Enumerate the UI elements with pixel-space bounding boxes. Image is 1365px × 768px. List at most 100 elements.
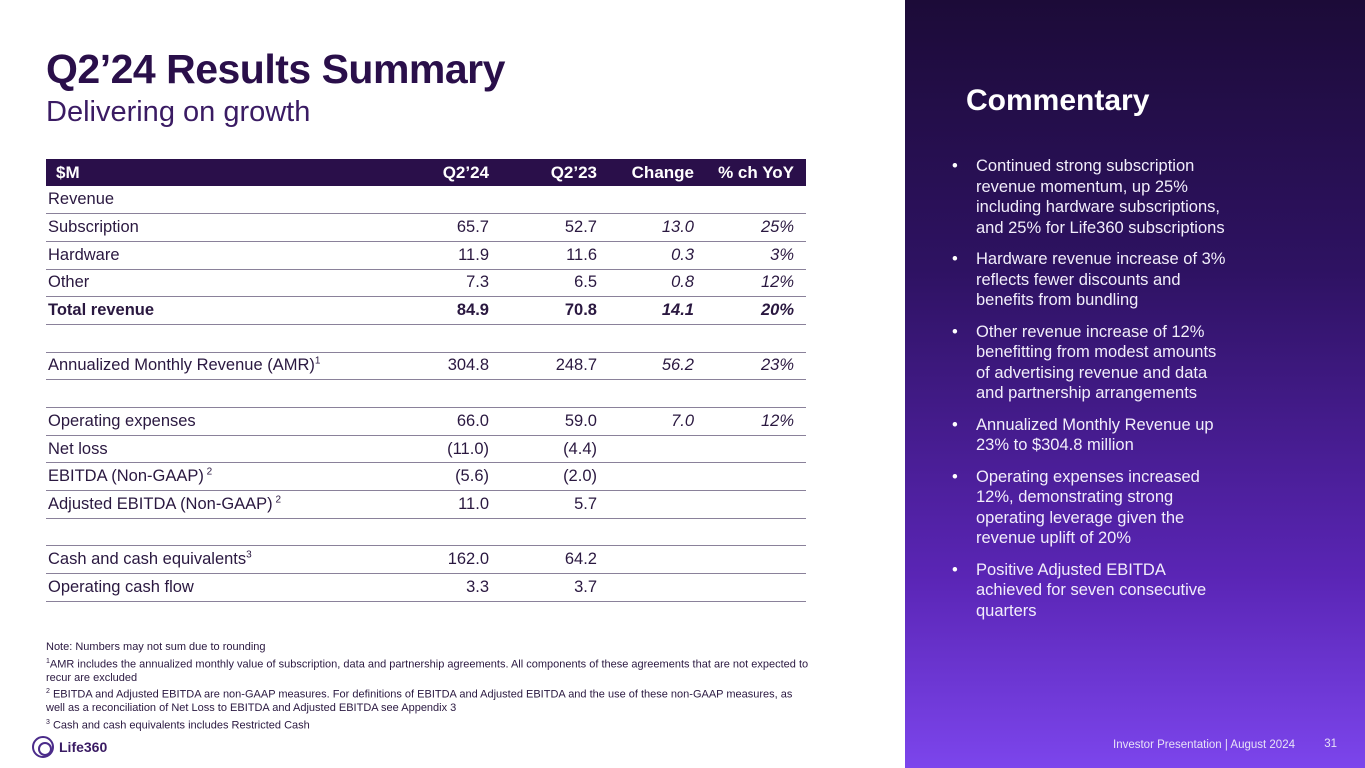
cell-pct-yoy bbox=[706, 462, 806, 492]
logo-text: Life360 bbox=[59, 739, 108, 755]
table-row: Subscription 65.7 52.7 13.0 25% bbox=[46, 213, 806, 242]
commentary-bullet: Other revenue increase of 12% benefittin… bbox=[950, 322, 1230, 404]
cell-q223: 52.7 bbox=[501, 213, 609, 242]
cell-pct-yoy bbox=[706, 379, 806, 408]
row-label bbox=[46, 379, 401, 408]
footnote-2: 2 EBITDA and Adjusted EBITDA are non-GAA… bbox=[46, 688, 793, 715]
table-row: Adjusted EBITDA (Non-GAAP) 2 11.0 5.7 bbox=[46, 490, 806, 519]
page-subtitle: Delivering on growth bbox=[46, 96, 311, 128]
cell-pct-yoy: 20% bbox=[706, 296, 806, 325]
cell-q224: (11.0) bbox=[401, 435, 501, 464]
commentary-bullet: Positive Adjusted EBITDA achieved for se… bbox=[950, 560, 1230, 622]
cell-q223 bbox=[501, 324, 609, 353]
table-row: Operating cash flow 3.3 3.7 bbox=[46, 573, 806, 602]
table-row: Annualized Monthly Revenue (AMR)1 304.8 24… bbox=[46, 352, 806, 381]
company-logo: Life360 bbox=[32, 736, 107, 758]
column-header-pct-yoy: % ch YoY bbox=[706, 159, 806, 186]
table-row: Total revenue 84.9 70.8 14.1 20% bbox=[46, 296, 806, 325]
footer-text: Investor Presentation | August 2024 bbox=[1113, 739, 1295, 751]
cell-q224: 84.9 bbox=[401, 296, 501, 325]
footnote-rounding: Note: Numbers may not sum due to roundin… bbox=[46, 641, 266, 653]
cell-q223 bbox=[501, 186, 609, 215]
cell-q223: (4.4) bbox=[501, 435, 609, 464]
table-row: Cash and cash equivalents3 162.0 64.2 bbox=[46, 545, 806, 575]
cell-pct-yoy bbox=[706, 324, 806, 353]
cell-q224: 7.3 bbox=[401, 269, 501, 298]
cell-q224 bbox=[401, 324, 501, 353]
row-label bbox=[46, 324, 401, 353]
cell-q224: 66.0 bbox=[401, 407, 501, 436]
footnote-1: 1AMR includes the annualized monthly val… bbox=[46, 657, 809, 684]
table-row: Hardware 11.9 11.6 0.3 3% bbox=[46, 241, 806, 270]
table-row: EBITDA (Non-GAAP) 2 (5.6) (2.0) bbox=[46, 462, 806, 492]
cell-q223: 3.7 bbox=[501, 573, 609, 602]
cell-pct-yoy bbox=[706, 435, 806, 464]
cell-q223: 64.2 bbox=[501, 545, 609, 575]
cell-change: 14.1 bbox=[609, 296, 706, 325]
commentary-bullet: Operating expenses increased 12%, demons… bbox=[950, 467, 1230, 549]
table-row bbox=[46, 324, 806, 353]
cell-pct-yoy bbox=[706, 186, 806, 215]
results-table: $M Q2’24 Q2’23 Change % ch YoY Revenue Su… bbox=[46, 159, 806, 602]
footnote-3: 3 Cash and cash equivalents includes Res… bbox=[46, 718, 310, 732]
cell-q224 bbox=[401, 379, 501, 408]
column-header-metric: $M bbox=[46, 159, 401, 186]
cell-q223: 70.8 bbox=[501, 296, 609, 325]
column-header-q224: Q2’24 bbox=[401, 159, 501, 186]
table-row: Operating expenses 66.0 59.0 7.0 12% bbox=[46, 407, 806, 436]
row-label bbox=[46, 518, 401, 547]
cell-pct-yoy: 12% bbox=[706, 269, 806, 298]
footnote-ref: 2 bbox=[272, 494, 282, 506]
row-label: Adjusted EBITDA (Non-GAAP) 2 bbox=[46, 490, 401, 519]
cell-pct-yoy: 25% bbox=[706, 213, 806, 242]
cell-q224: 11.0 bbox=[401, 490, 501, 519]
cell-change bbox=[609, 379, 706, 408]
table-body: Revenue Subscription 65.7 52.7 13.0 25% Hardwa… bbox=[46, 186, 806, 602]
table-row bbox=[46, 518, 806, 547]
cell-change: 13.0 bbox=[609, 213, 706, 242]
cell-change bbox=[609, 518, 706, 547]
column-header-change: Change bbox=[609, 159, 706, 186]
footnote-ref: 1 bbox=[314, 355, 321, 367]
cell-q223 bbox=[501, 518, 609, 547]
cell-pct-yoy: 12% bbox=[706, 407, 806, 436]
cell-change bbox=[609, 435, 706, 464]
table-row: Revenue bbox=[46, 186, 806, 215]
cell-change bbox=[609, 186, 706, 215]
cell-q224: 304.8 bbox=[401, 352, 501, 381]
row-label: Revenue bbox=[46, 186, 401, 215]
cell-q224: 162.0 bbox=[401, 545, 501, 575]
cell-change bbox=[609, 490, 706, 519]
cell-pct-yoy bbox=[706, 518, 806, 547]
table-row: Net loss (11.0) (4.4) bbox=[46, 435, 806, 464]
commentary-bullet: Annualized Monthly Revenue up 23% to $30… bbox=[950, 415, 1230, 456]
commentary-bullet: Continued strong subscription revenue mo… bbox=[950, 156, 1230, 238]
row-label: Hardware bbox=[46, 241, 401, 270]
cell-q224 bbox=[401, 186, 501, 215]
row-label: Annualized Monthly Revenue (AMR)1 bbox=[46, 352, 401, 381]
footnote-ref: 3 bbox=[246, 549, 252, 561]
row-label: Operating expenses bbox=[46, 407, 401, 436]
table-row: Other 7.3 6.5 0.8 12% bbox=[46, 269, 806, 298]
page-title: Q2’24 Results Summary bbox=[46, 46, 505, 92]
cell-change bbox=[609, 462, 706, 492]
cell-q224: (5.6) bbox=[401, 462, 501, 492]
footnote-ref: 2 bbox=[203, 466, 213, 478]
cell-q223: 59.0 bbox=[501, 407, 609, 436]
commentary-bullet: Hardware revenue increase of 3% reflects… bbox=[950, 249, 1230, 311]
cell-pct-yoy bbox=[706, 490, 806, 519]
cell-pct-yoy bbox=[706, 545, 806, 575]
table-header-row: $M Q2’24 Q2’23 Change % ch YoY bbox=[46, 159, 806, 186]
commentary-list: Continued strong subscription revenue mo… bbox=[950, 156, 1230, 632]
cell-change bbox=[609, 324, 706, 353]
footnotes: Note: Numbers may not sum due to roundin… bbox=[46, 641, 814, 733]
row-label: Other bbox=[46, 269, 401, 298]
row-label: Operating cash flow bbox=[46, 573, 401, 602]
table-row bbox=[46, 379, 806, 408]
cell-q223: (2.0) bbox=[501, 462, 609, 492]
page-number: 31 bbox=[1324, 738, 1337, 750]
cell-pct-yoy: 23% bbox=[706, 352, 806, 381]
cell-q223: 5.7 bbox=[501, 490, 609, 519]
cell-q224: 3.3 bbox=[401, 573, 501, 602]
cell-q223 bbox=[501, 379, 609, 408]
